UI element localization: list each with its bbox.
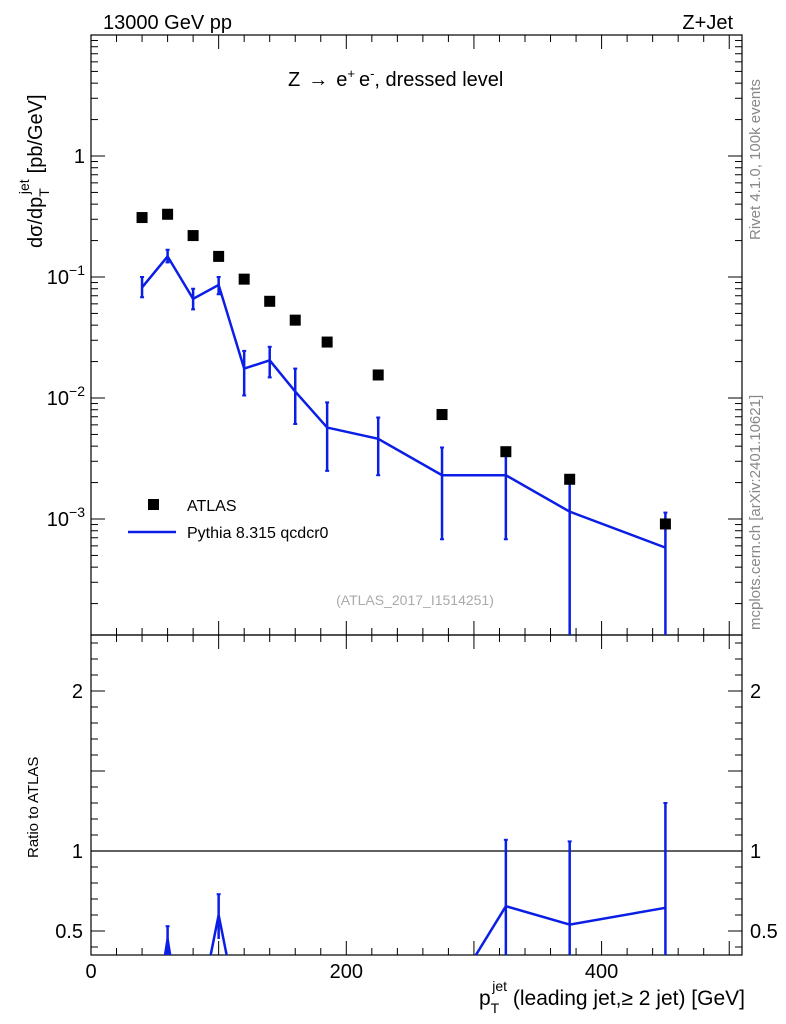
- atlas-data-point: [213, 250, 225, 262]
- ratio-panel-frame: [90, 634, 743, 956]
- ratio-ytick-label: 1: [72, 841, 83, 863]
- main-panel-frame: [90, 34, 743, 636]
- title-z: Z: [288, 69, 300, 91]
- atlas-data-point: [238, 273, 250, 285]
- xtick-label: 200: [330, 961, 363, 983]
- analysis-watermark: (ATLAS_2017_I1514251): [336, 592, 494, 608]
- atlas-data-point: [264, 295, 276, 307]
- side-label-rivet: Rivet 4.1.0, 100k events: [747, 79, 764, 240]
- xtick-label: 0: [85, 961, 96, 983]
- ratio-ytick-label-right: 0.5: [750, 921, 778, 943]
- main-ylabel: dσ/dpTjet [pb/GeV]: [16, 94, 52, 248]
- atlas-data-point: [500, 446, 512, 458]
- legend: ATLAS Pythia 8.315 qcdcr0: [128, 498, 329, 542]
- xlabel: pTjet (leading jet,≥ 2 jet) [GeV]: [479, 978, 745, 1016]
- ratio-ytick-label: 2: [72, 681, 83, 703]
- header-process-label: Z+Jet: [682, 12, 733, 34]
- xlabel-main: p: [479, 987, 491, 1010]
- atlas-data-point: [136, 212, 148, 224]
- title-e2: e: [359, 69, 370, 91]
- title-sup2: -: [370, 66, 374, 81]
- ratio-ytick-label-right: 2: [750, 681, 761, 703]
- atlas-data-point: [162, 208, 174, 220]
- xlabel-rest: (leading jet,≥ 2 jet) [GeV]: [507, 987, 745, 1010]
- atlas-data-point: [564, 473, 576, 485]
- title-sup1: +: [347, 66, 355, 81]
- ylabel-main: dσ/dp: [25, 197, 47, 248]
- ylabel-sub: T: [36, 188, 52, 197]
- legend-pythia-label: Pythia 8.315 qcdcr0: [187, 525, 329, 542]
- atlas-data-point: [436, 409, 448, 421]
- ratio-series-line: [474, 904, 666, 955]
- main-ytick-label: 10−2: [47, 383, 85, 410]
- xlabel-sub: T: [491, 1000, 500, 1016]
- atlas-data-point: [372, 369, 384, 381]
- ratio-ytick-label-right: 1: [750, 841, 761, 863]
- mc-series-line: [141, 254, 666, 549]
- xtick-label: 400: [585, 961, 618, 983]
- ratio-ytick-label: 0.5: [55, 921, 83, 943]
- main-ytick-label: 1: [74, 146, 85, 168]
- atlas-data-point: [289, 314, 301, 326]
- header-energy-label: 13000 GeV pp: [103, 12, 232, 34]
- ratio-ylabel: Ratio to ATLAS: [25, 757, 42, 858]
- legend-atlas-marker: [148, 499, 159, 510]
- title-rest: , dressed level: [374, 69, 503, 91]
- atlas-data-point: [321, 336, 333, 348]
- title-arrow: →: [308, 69, 328, 91]
- main-ytick-label: 10−3: [47, 504, 85, 531]
- main-title: Z → e+ e-, dressed level: [288, 66, 503, 91]
- legend-atlas-label: ATLAS: [187, 498, 237, 515]
- atlas-data-point: [659, 518, 671, 530]
- title-e1: e: [336, 69, 347, 91]
- atlas-data-point: [187, 230, 199, 242]
- side-label-mcplots: mcplots.cern.ch [arXiv:2401.10621]: [747, 395, 764, 630]
- main-ytick-label: 10−1: [47, 262, 85, 289]
- ylabel-sup: jet: [16, 179, 32, 195]
- ylabel-unit: [pb/GeV]: [25, 94, 47, 173]
- xlabel-sup: jet: [491, 978, 507, 994]
